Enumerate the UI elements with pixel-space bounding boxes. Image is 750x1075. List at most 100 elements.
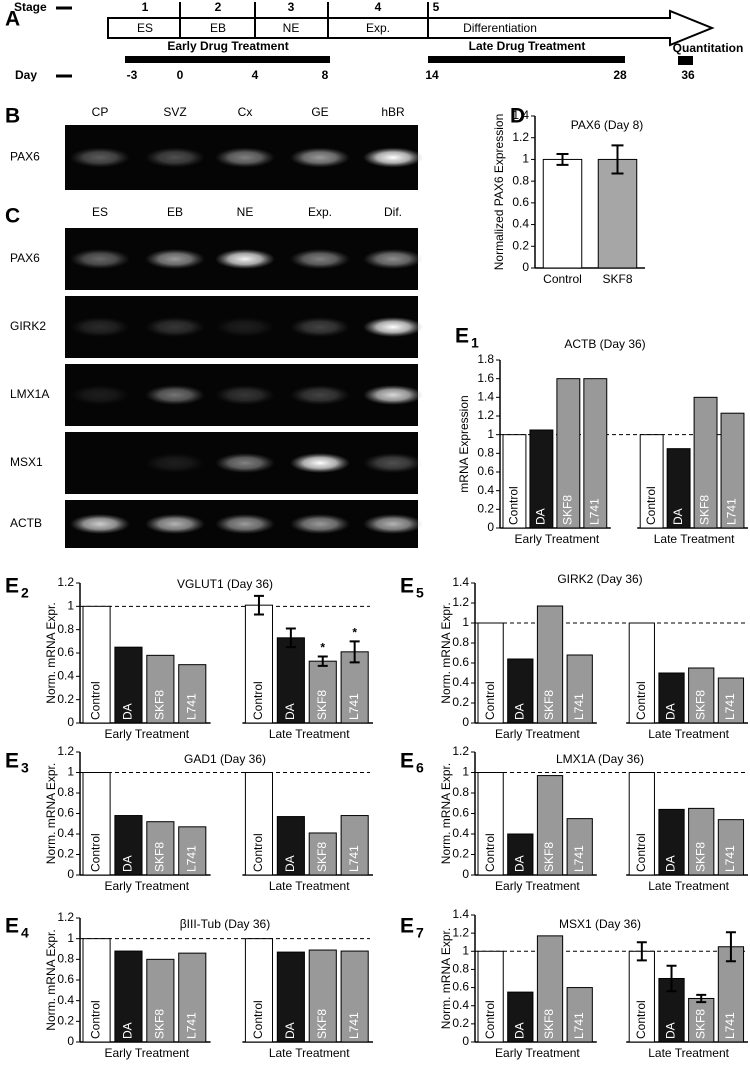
bar-category-label: DA: [283, 855, 297, 872]
panel-subscript: 7: [416, 925, 424, 941]
y-tick-label: 0.8: [452, 785, 469, 799]
y-tick-label: 0.4: [57, 993, 74, 1007]
gel-band: [290, 249, 350, 269]
y-tick-label: 0.4: [452, 826, 469, 840]
bar-category-label: DA: [664, 1022, 678, 1039]
bar: [178, 664, 207, 724]
bar-category-label: L741: [184, 693, 198, 720]
panel-label: B: [5, 105, 20, 128]
quantitation-box: [678, 56, 693, 65]
bar: [720, 412, 745, 529]
error-bar: [725, 931, 736, 963]
bar: [244, 772, 274, 876]
bar: [114, 815, 143, 876]
y-tick-label: 0.4: [57, 669, 74, 683]
bar: [566, 987, 593, 1043]
panel-label: C: [5, 205, 20, 228]
y-tick-label: 1.6: [477, 371, 494, 385]
gel-band: [145, 317, 205, 337]
bar: [507, 658, 534, 724]
y-tick-label: 0: [67, 1034, 74, 1048]
gel-band: [363, 147, 423, 168]
bar: [114, 646, 143, 724]
chart-title: GIRK2 (Day 36): [557, 572, 642, 586]
y-tick-label: 0.2: [452, 695, 469, 709]
y-tick-label: 0.2: [477, 502, 494, 516]
bar: [688, 997, 715, 1043]
y-tick-label: 0.8: [57, 622, 74, 636]
bar: [276, 816, 305, 876]
day-number: 36: [681, 68, 695, 82]
bar-category-label: L741: [184, 845, 198, 872]
y-tick-label: 0.2: [57, 847, 74, 861]
panel-label: E: [400, 575, 414, 598]
stage-name: Differentiation: [463, 21, 537, 35]
bar-category-label: SKF8: [693, 690, 707, 720]
gel-band: [215, 147, 275, 168]
bar-category-label: L741: [572, 845, 586, 872]
y-tick-label: 1.4: [452, 575, 469, 589]
bar-category-label: L741: [572, 1012, 586, 1039]
panel-subscript: 2: [21, 585, 29, 601]
lane-label: Dif.: [384, 205, 402, 219]
panel-subscript: 3: [21, 760, 29, 776]
bar: [82, 938, 111, 1043]
bar-category-label: L741: [572, 693, 586, 720]
bar: [308, 949, 337, 1043]
gel-band: [290, 147, 350, 168]
bar-category-label: Control: [251, 833, 265, 872]
bar-category-label: DA: [664, 855, 678, 872]
y-tick-label: 1: [522, 152, 529, 166]
bar-category-label: SKF8: [315, 690, 329, 720]
y-tick-label: 1.8: [477, 352, 494, 366]
y-tick-label: 0.6: [477, 464, 494, 478]
late-treatment-bar: [428, 56, 625, 63]
y-tick-label: 0.8: [512, 173, 529, 187]
y-tick-label: 0.4: [512, 217, 529, 231]
gel-band: [363, 514, 423, 534]
y-axis-label: Normalized PAX6 Expression: [492, 114, 506, 271]
y-tick-label: 1: [462, 765, 469, 779]
bar-category-label: SKF8: [153, 690, 167, 720]
bar-category-label: SKF8: [693, 842, 707, 872]
group-label: Late Treatment: [269, 727, 350, 741]
bar-category-label: Control: [483, 1000, 497, 1039]
bar: [477, 622, 504, 724]
panel-label: E: [455, 325, 469, 348]
y-axis-label: mRNA Expression: [457, 395, 471, 492]
bar-category-label: Control: [634, 833, 648, 872]
bar: [477, 772, 504, 876]
y-tick-label: 1.4: [452, 907, 469, 921]
bar: [477, 950, 504, 1043]
y-tick-label: 1: [462, 615, 469, 629]
y-tick-label: 1.2: [57, 575, 74, 589]
chart-title: LMX1A (Day 36): [556, 752, 644, 766]
bar: [146, 958, 175, 1043]
y-tick-label: 0.2: [57, 1014, 74, 1028]
stage-name: ES: [137, 21, 153, 35]
x-tick-label: Control: [543, 272, 582, 286]
bar: [308, 832, 337, 876]
gel-band: [290, 317, 350, 337]
bar-category-label: DA: [121, 703, 135, 720]
bar-category-label: DA: [512, 855, 526, 872]
chart-title: βIII-Tub (Day 36): [180, 917, 270, 931]
stage-number: 2: [215, 0, 222, 14]
stage-name: EB: [210, 21, 226, 35]
bar: [693, 396, 718, 529]
panel-label: E: [5, 750, 19, 773]
day-number: 28: [613, 68, 627, 82]
bar-category-label: Control: [634, 1000, 648, 1039]
y-axis-label: Norm. mRNA Expr.: [439, 763, 453, 864]
bar: [583, 378, 608, 529]
panel-label: A: [5, 8, 20, 31]
bar: [82, 605, 111, 724]
y-axis-label: Norm. mRNA Expr.: [44, 929, 58, 1030]
y-tick-label: 0.2: [57, 692, 74, 706]
y-tick-label: 0.6: [57, 806, 74, 820]
panel-label: E: [5, 575, 19, 598]
bar-category-label: L741: [184, 1012, 198, 1039]
bar-category-label: Control: [483, 833, 497, 872]
